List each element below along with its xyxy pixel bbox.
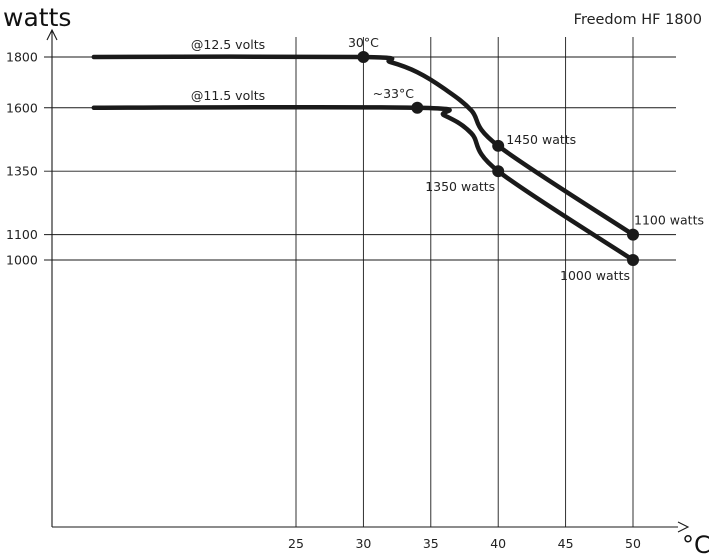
annotation-label: 30°C [348, 35, 379, 50]
y-tick-label: 1800 [6, 50, 38, 65]
x-tick-labels: 25 30 35 40 45 50 [288, 536, 641, 551]
data-point [357, 51, 370, 63]
y-axis-arrow-icon [46, 28, 58, 41]
annotation-label: 1000 watts [560, 268, 630, 283]
series-label: @12.5 volts [191, 37, 265, 52]
data-point [627, 228, 639, 241]
x-tick-label: 45 [558, 536, 574, 551]
y-axis-label: watts [3, 3, 71, 32]
series-label: @11.5 volts [191, 88, 265, 103]
x-tick-label: 30 [355, 536, 371, 551]
x-tick-label: 25 [288, 536, 304, 551]
annotation-label: ~33°C [373, 86, 415, 101]
y-tick-label: 1600 [6, 100, 38, 115]
annotation-label: 1450 watts [506, 132, 576, 147]
y-tick-label: 1000 [6, 253, 38, 268]
data-point [627, 254, 639, 266]
y-tick-labels: 1000 1100 1350 1600 1800 [6, 50, 38, 268]
x-axis-label: °C [682, 531, 709, 556]
y-tick-label: 1100 [6, 227, 38, 242]
data-point [492, 139, 505, 152]
annotation-label: 1100 watts [634, 213, 704, 228]
markers [357, 51, 639, 266]
x-tick-label: 35 [423, 536, 439, 551]
chart-title: Freedom HF 1800 [574, 12, 702, 28]
annotation-label: 1350 watts [425, 179, 495, 194]
data-point [411, 101, 424, 114]
series-labels: @12.5 volts @11.5 volts [191, 37, 265, 103]
y-tick-label: 1350 [6, 164, 38, 179]
data-point [492, 165, 505, 178]
x-axis-arrow-icon [677, 521, 690, 533]
annotations: 30°C ~33°C 1450 watts 1350 watts 1100 watts 1… [348, 35, 704, 283]
x-tick-label: 40 [490, 536, 506, 551]
axes [46, 28, 690, 533]
series-line-1 [91, 104, 636, 263]
x-tick-label: 50 [625, 536, 641, 551]
